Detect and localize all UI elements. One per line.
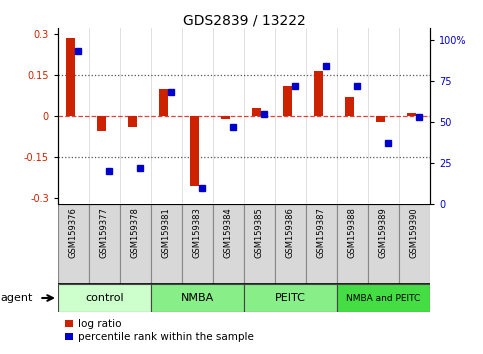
Bar — [159, 89, 168, 116]
Bar — [221, 116, 229, 119]
Text: GSM159383: GSM159383 — [193, 207, 202, 258]
Bar — [66, 38, 75, 116]
Text: GSM159385: GSM159385 — [255, 207, 264, 258]
Bar — [306, 204, 337, 284]
Bar — [407, 113, 415, 116]
Bar — [283, 86, 292, 116]
Text: GSM159384: GSM159384 — [224, 207, 233, 258]
Bar — [97, 116, 106, 131]
Text: GSM159378: GSM159378 — [131, 207, 140, 258]
Bar — [190, 116, 199, 186]
Bar — [399, 204, 430, 284]
Bar — [244, 284, 337, 312]
Bar — [151, 204, 182, 284]
Text: GSM159381: GSM159381 — [162, 207, 171, 258]
Title: GDS2839 / 13222: GDS2839 / 13222 — [183, 13, 305, 27]
Bar — [58, 284, 151, 312]
Bar — [244, 204, 275, 284]
Bar — [213, 204, 244, 284]
Text: agent: agent — [1, 293, 33, 303]
Text: GSM159390: GSM159390 — [410, 207, 419, 258]
Text: NMBA: NMBA — [181, 293, 214, 303]
Bar — [337, 284, 430, 312]
Text: control: control — [85, 293, 124, 303]
Bar — [275, 204, 306, 284]
Text: GSM159377: GSM159377 — [100, 207, 109, 258]
Bar — [151, 284, 244, 312]
Bar — [376, 116, 384, 122]
Bar — [89, 204, 120, 284]
Text: NMBA and PEITC: NMBA and PEITC — [346, 293, 421, 303]
Bar — [182, 204, 213, 284]
Text: GSM159376: GSM159376 — [69, 207, 78, 258]
Text: GSM159388: GSM159388 — [348, 207, 357, 258]
Bar — [252, 108, 261, 116]
Text: PEITC: PEITC — [275, 293, 306, 303]
Bar — [337, 204, 368, 284]
Text: GSM159389: GSM159389 — [379, 207, 388, 258]
Text: GSM159386: GSM159386 — [286, 207, 295, 258]
Bar — [128, 116, 137, 127]
Bar — [58, 204, 89, 284]
Bar — [314, 71, 323, 116]
Legend: log ratio, percentile rank within the sample: log ratio, percentile rank within the sa… — [63, 317, 256, 344]
Bar — [345, 97, 354, 116]
Text: GSM159387: GSM159387 — [317, 207, 326, 258]
Bar — [368, 204, 399, 284]
Bar — [120, 204, 151, 284]
